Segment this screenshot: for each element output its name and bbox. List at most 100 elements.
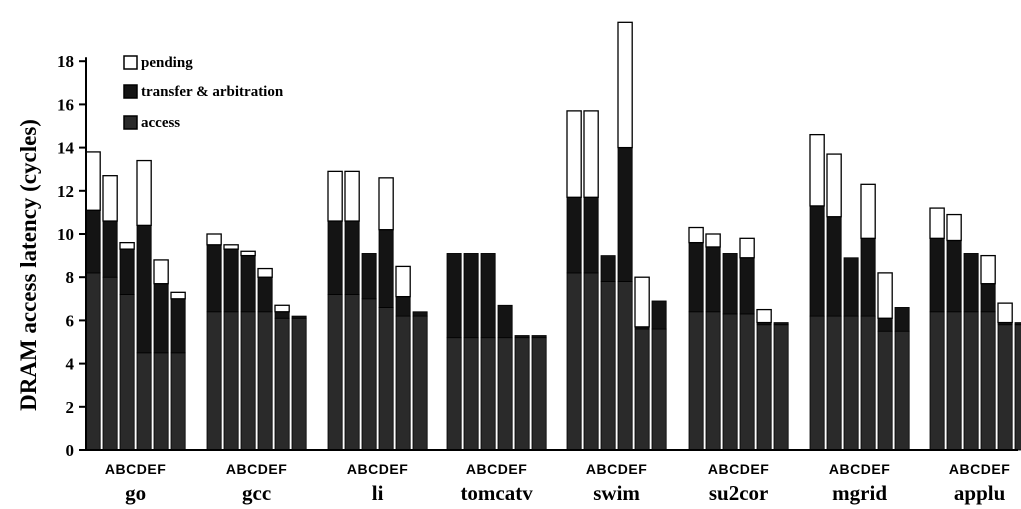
bar-transfer-applu-B — [946, 240, 962, 313]
bar-transfer-li-E — [395, 296, 411, 317]
bar-access-li-B — [344, 294, 360, 451]
bar-transfer-su2cor-F — [773, 322, 789, 326]
bar-access-su2cor-B — [705, 311, 721, 451]
bar-access-go-A — [85, 272, 101, 451]
bar-access-li-D — [378, 307, 394, 451]
benchmark-label-li: li — [372, 481, 384, 505]
bar-access-mgrid-D — [860, 315, 876, 451]
y-axis-label: DRAM access latency (cycles) — [16, 119, 41, 411]
y-tick-label-8: 8 — [66, 268, 75, 287]
legend-label-1: transfer & arbitration — [141, 84, 284, 100]
bar-access-tomcatv-B — [463, 337, 479, 451]
bar-access-swim-E — [634, 328, 650, 451]
bar-access-tomcatv-F — [531, 337, 547, 451]
bar-transfer-tomcatv-A — [446, 253, 462, 339]
bar-transfer-go-D — [136, 224, 152, 354]
bar-transfer-su2cor-C — [722, 253, 738, 315]
bar-pending-applu-B — [946, 213, 962, 242]
bar-access-gcc-B — [223, 311, 239, 451]
bar-transfer-go-F — [170, 298, 186, 354]
bar-access-su2cor-A — [688, 311, 704, 451]
bar-access-su2cor-D — [739, 313, 755, 451]
bar-access-mgrid-E — [877, 330, 893, 451]
bar-access-go-D — [136, 352, 152, 451]
bar-transfer-mgrid-A — [809, 205, 825, 317]
bar-access-gcc-E — [274, 317, 290, 451]
bar-access-mgrid-A — [809, 315, 825, 451]
benchmark-label-swim: swim — [593, 481, 640, 505]
y-tick-label-6: 6 — [66, 311, 75, 330]
bar-access-mgrid-B — [826, 315, 842, 451]
bar-access-applu-A — [929, 311, 945, 451]
bar-access-tomcatv-A — [446, 337, 462, 451]
bar-transfer-tomcatv-D — [497, 304, 513, 339]
bar-pending-applu-D — [980, 254, 996, 285]
bar-transfer-swim-D — [617, 147, 633, 282]
bar-access-swim-B — [583, 272, 599, 451]
y-tick-label-0: 0 — [66, 441, 75, 460]
bar-access-applu-E — [997, 324, 1013, 451]
bar-pending-mgrid-B — [826, 153, 842, 218]
benchmark-label-tomcatv: tomcatv — [460, 481, 533, 505]
bar-access-li-C — [361, 298, 377, 451]
bar-pending-gcc-C — [240, 250, 256, 257]
bar-transfer-tomcatv-F — [531, 335, 547, 339]
legend-swatch-2 — [123, 115, 138, 130]
y-tick-label-2: 2 — [66, 398, 75, 417]
bar-access-tomcatv-E — [514, 337, 530, 451]
bar-access-li-A — [327, 294, 343, 451]
benchmark-label-applu: applu — [954, 481, 1006, 505]
config-labels-swim: ABCDEF — [586, 461, 647, 477]
config-labels-li: ABCDEF — [347, 461, 408, 477]
bar-pending-gcc-E — [274, 304, 290, 313]
bar-transfer-go-E — [153, 283, 169, 354]
bar-access-swim-D — [617, 281, 633, 451]
bar-transfer-su2cor-B — [705, 246, 721, 313]
bar-pending-gcc-D — [257, 267, 273, 278]
bar-access-go-B — [102, 276, 118, 451]
bar-access-tomcatv-D — [497, 337, 513, 451]
config-labels-mgrid: ABCDEF — [829, 461, 890, 477]
bar-pending-applu-A — [929, 207, 945, 239]
bar-pending-swim-D — [617, 21, 633, 149]
bar-transfer-mgrid-E — [877, 317, 893, 332]
bar-pending-mgrid-A — [809, 133, 825, 207]
bar-transfer-tomcatv-B — [463, 253, 479, 339]
config-labels-su2cor: ABCDEF — [708, 461, 769, 477]
bar-access-swim-A — [566, 272, 582, 451]
y-tick-label-16: 16 — [57, 95, 74, 114]
legend-swatch-1 — [123, 84, 138, 99]
bar-transfer-mgrid-F — [894, 307, 910, 332]
bar-pending-li-D — [378, 177, 394, 231]
bar-pending-mgrid-D — [860, 183, 876, 239]
bar-access-gcc-D — [257, 311, 273, 451]
bar-transfer-li-B — [344, 220, 360, 295]
bar-access-tomcatv-C — [480, 337, 496, 451]
x-axis-labels: ABCDEF go ABCDEF gcc ABCDEF li ABCDEF tomcatv AB… — [105, 461, 1010, 505]
bar-access-go-C — [119, 294, 135, 451]
axes-layer: 0 2 4 6 8 10 12 14 16 18 — [57, 52, 1018, 460]
benchmark-label-su2cor: su2cor — [709, 481, 769, 505]
bar-pending-swim-A — [566, 110, 582, 198]
bar-transfer-mgrid-C — [843, 257, 859, 317]
benchmark-label-gcc: gcc — [242, 481, 271, 505]
bar-access-su2cor-F — [773, 324, 789, 451]
bar-access-applu-D — [980, 311, 996, 451]
config-labels-go: ABCDEF — [105, 461, 166, 477]
bar-pending-li-E — [395, 265, 411, 298]
bar-pending-applu-E — [997, 302, 1013, 324]
bar-pending-go-D — [136, 159, 152, 227]
bar-access-li-F — [412, 315, 428, 451]
bar-transfer-li-F — [412, 311, 428, 317]
bar-transfer-applu-C — [963, 253, 979, 313]
bar-transfer-gcc-A — [206, 244, 222, 313]
bar-transfer-applu-A — [929, 237, 945, 313]
bar-pending-go-B — [102, 175, 118, 222]
bar-pending-go-F — [170, 291, 186, 300]
bar-access-mgrid-C — [843, 315, 859, 451]
bar-transfer-gcc-D — [257, 276, 273, 313]
bar-access-applu-B — [946, 311, 962, 451]
bar-transfer-gcc-C — [240, 255, 256, 313]
legend-label-2: access — [141, 115, 180, 131]
bar-access-applu-C — [963, 311, 979, 451]
